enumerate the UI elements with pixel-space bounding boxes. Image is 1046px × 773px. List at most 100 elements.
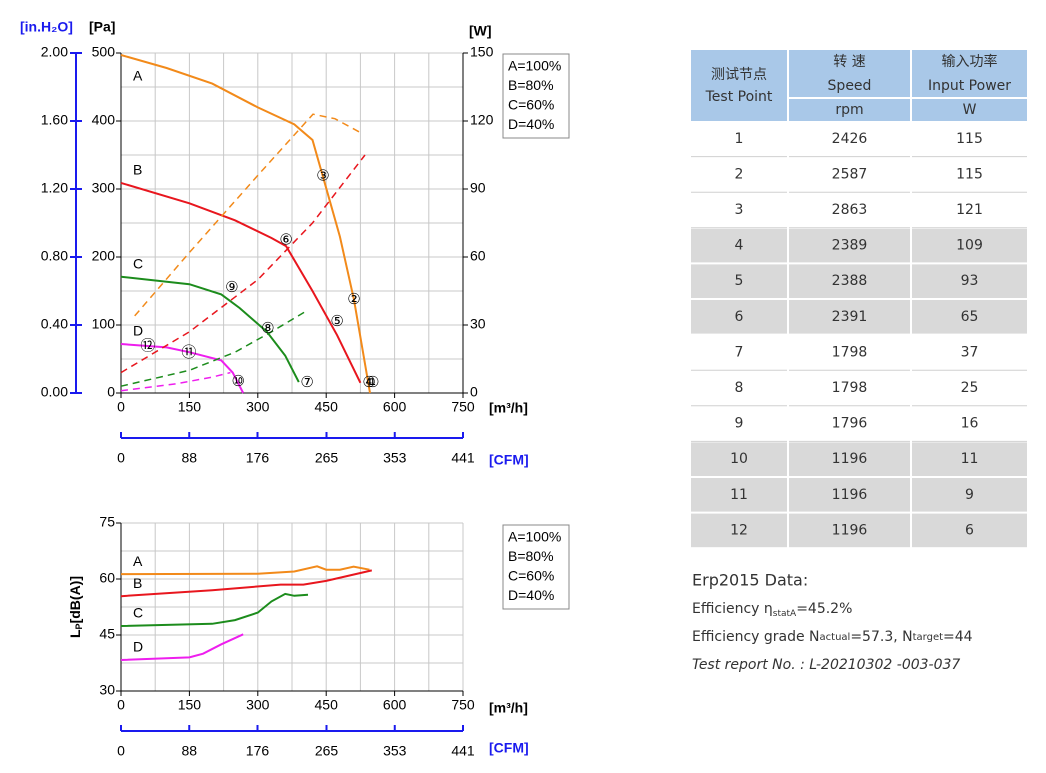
table-text: 1196	[832, 487, 868, 503]
y3-tick-label: 1.20	[41, 180, 68, 196]
series-line	[120, 569, 373, 598]
x-axis-title: [m³/h]	[489, 400, 528, 416]
table-text: 109	[956, 238, 983, 254]
x2-tick-label: 441	[451, 743, 475, 759]
x-tick-label: 600	[383, 697, 407, 713]
x2-tick-label: 88	[181, 450, 197, 466]
table-text: 25	[961, 380, 979, 396]
table-text: 1196	[832, 451, 868, 467]
table-cell	[691, 300, 787, 334]
x-tick-label: 300	[246, 697, 270, 713]
table-text: 11	[730, 487, 748, 503]
table-cell	[912, 264, 1027, 298]
table-text: 1798	[832, 344, 868, 360]
header-cell	[912, 99, 1027, 121]
legend-entry: B=80%	[508, 77, 554, 93]
erp-efficiency: Efficiency ηstatA=45.2%	[692, 601, 852, 619]
table-text: 4	[735, 238, 744, 254]
table-cell	[691, 513, 787, 548]
header-cell	[691, 50, 787, 121]
test-point-label: ⑦	[300, 374, 313, 391]
power-line	[134, 113, 361, 317]
text-part: =57.3, N	[850, 629, 912, 645]
curve-label: A	[133, 68, 143, 84]
table-text: 11	[961, 451, 979, 467]
y-tick-label: 500	[92, 44, 116, 60]
header-text: Test Point	[705, 89, 773, 105]
y2-tick-label: 120	[470, 112, 494, 128]
series-line	[120, 275, 300, 383]
x2-axis-title: [CFM]	[489, 452, 529, 468]
test-point-label: ①	[366, 374, 379, 391]
x2-tick-label: 0	[117, 743, 125, 759]
table-text: 2426	[832, 131, 868, 147]
header-unit: rpm	[835, 102, 863, 118]
table-text: 6	[965, 522, 974, 538]
table-cell	[789, 264, 910, 298]
table-text: 2587	[832, 166, 868, 182]
y3-tick-label: 0.40	[41, 316, 68, 332]
y-axis-title-part: [dB(A)]	[67, 576, 83, 623]
y-tick-label: 400	[92, 112, 116, 128]
y3-tick-label: 0.80	[41, 248, 68, 264]
table-cell	[912, 228, 1027, 263]
y2-tick-label: 0	[470, 384, 478, 400]
table-text: 9	[965, 487, 974, 503]
erp-grade: Efficiency grade Nactual=57.3, Ntarget=4…	[692, 629, 973, 645]
legend-entry: C=60%	[508, 97, 554, 113]
table-cell	[789, 513, 910, 548]
test-point-label: ②	[347, 291, 360, 308]
x2-tick-label: 88	[181, 743, 197, 759]
table-text: 2389	[832, 238, 868, 254]
legend-box	[502, 524, 570, 610]
x-tick-label: 150	[178, 697, 202, 713]
curve-label: D	[133, 323, 143, 339]
table-text: 93	[961, 273, 979, 289]
table-cell	[912, 442, 1027, 476]
x2-tick-label: 176	[246, 743, 270, 759]
y-tick-label: 200	[92, 248, 116, 264]
power-line	[120, 310, 307, 387]
curve-label: B	[133, 575, 142, 591]
x-axis-title: [m³/h]	[489, 700, 528, 716]
table-text: 1196	[832, 522, 868, 538]
text-part: Efficiency η	[692, 601, 773, 617]
series-line	[120, 343, 245, 394]
table-text: 37	[961, 344, 979, 360]
y3-tick-label: 1.60	[41, 112, 68, 128]
series-line	[120, 633, 244, 661]
table-text: 2	[735, 166, 744, 182]
x2-tick-label: 265	[315, 743, 339, 759]
table-cell	[912, 513, 1027, 548]
table-text: 8	[735, 380, 744, 396]
text-small: target	[913, 632, 943, 643]
test-point-label: ⑩	[231, 373, 244, 390]
y-tick-label: 300	[92, 180, 116, 196]
table-cell	[789, 442, 910, 476]
table-cell	[691, 478, 787, 512]
erp-report: Test report No. : L-20210302 -003-037	[692, 657, 960, 673]
curve-label: C	[133, 255, 143, 271]
x2-tick-label: 265	[315, 450, 339, 466]
table-text: 2391	[832, 309, 868, 325]
header-unit: W	[963, 102, 977, 118]
y-tick-label: 45	[99, 626, 115, 642]
test-point-label: ④	[362, 374, 375, 391]
header-text: 测试节点	[711, 67, 767, 83]
x-tick-label: 0	[117, 697, 125, 713]
header-text: Speed	[828, 78, 872, 94]
x2-tick-label: 353	[383, 743, 407, 759]
x2-tick-label: 0	[117, 450, 125, 466]
table-text: 115	[956, 166, 983, 182]
power-line	[120, 154, 366, 374]
series-line	[120, 592, 309, 627]
y2-axis-title: [W]	[469, 23, 492, 39]
table-text: 121	[956, 202, 983, 218]
y-tick-label: 100	[92, 316, 116, 332]
table-text: 3	[735, 202, 744, 218]
series-line	[120, 181, 362, 384]
x2-axis-title: [CFM]	[489, 740, 529, 756]
table-text: 5	[735, 273, 744, 289]
table-cell	[789, 478, 910, 512]
table-cell	[789, 228, 910, 263]
